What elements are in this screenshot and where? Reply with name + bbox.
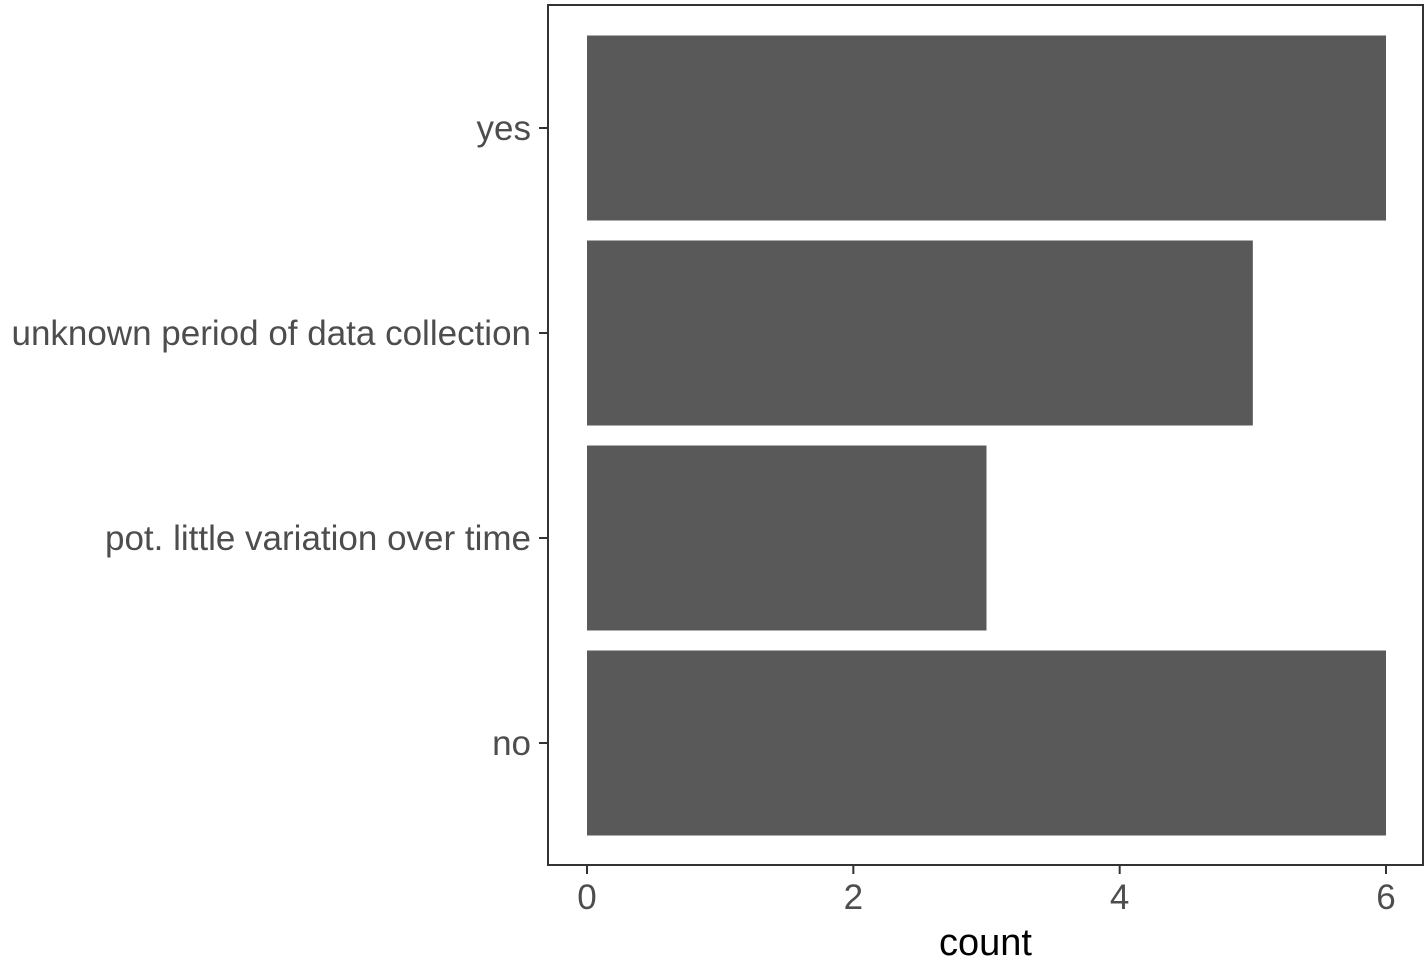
y-tick-label: no: [492, 724, 531, 763]
x-tick-label: 0: [577, 878, 596, 917]
bar-pot-little-variation-over-time: [587, 445, 987, 631]
x-tick-label: 6: [1376, 878, 1395, 917]
bar-yes: [587, 35, 1386, 221]
bar-no: [587, 650, 1386, 836]
y-tick-label: yes: [477, 109, 531, 148]
x-axis-title: count: [939, 922, 1032, 961]
y-tick-label: pot. little variation over time: [105, 519, 531, 558]
x-tick-label: 4: [1110, 878, 1129, 917]
y-tick-label: unknown period of data collection: [11, 314, 531, 353]
panel-border: [547, 4, 1424, 866]
x-tick-label: 2: [844, 878, 863, 917]
bars-group: [587, 35, 1386, 836]
x-axis: 0 2 4 6: [577, 865, 1396, 917]
y-axis: no pot. little variation over time unknown…: [11, 109, 548, 763]
bar-unknown-period-of-data-collection: [587, 240, 1253, 426]
